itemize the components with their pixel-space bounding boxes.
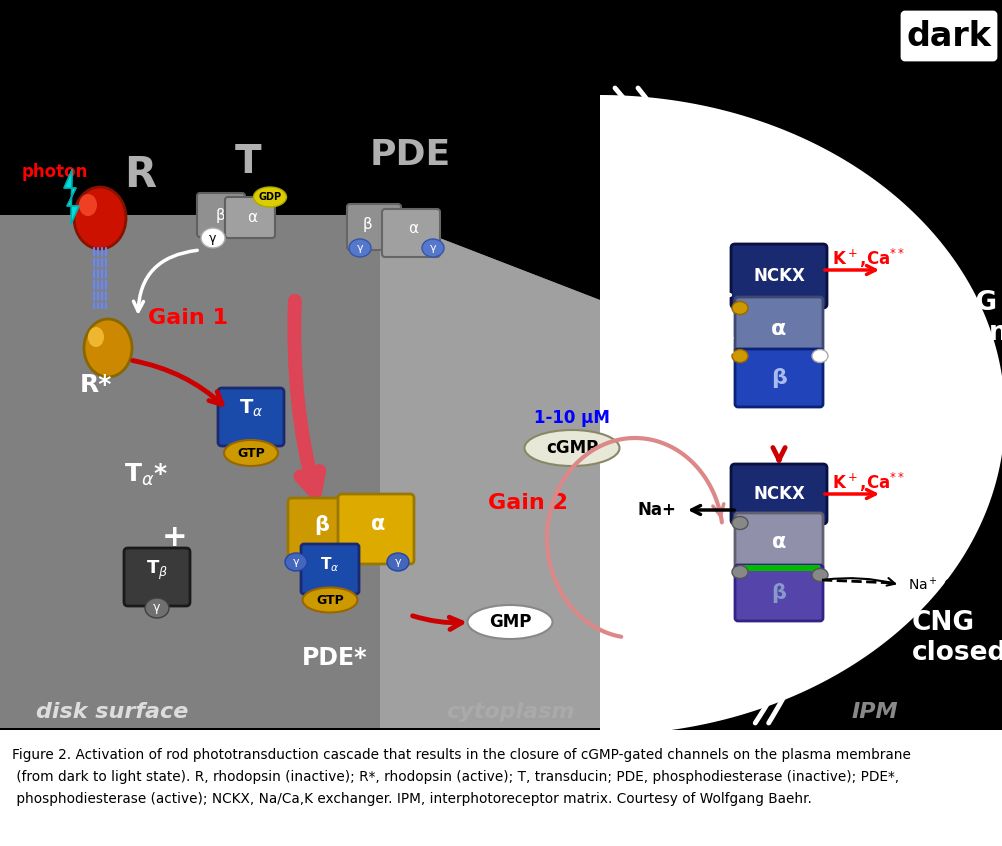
Ellipse shape — [88, 327, 104, 347]
Text: GTP: GTP — [316, 594, 344, 607]
Text: PDE: PDE — [369, 138, 450, 172]
FancyBboxPatch shape — [730, 464, 827, 524]
FancyBboxPatch shape — [734, 349, 823, 407]
Text: 1-10 μM: 1-10 μM — [533, 409, 609, 427]
Text: PDE*: PDE* — [302, 646, 368, 670]
Ellipse shape — [812, 569, 828, 581]
FancyBboxPatch shape — [124, 548, 189, 606]
Text: cytoplasm: cytoplasm — [445, 702, 574, 722]
Text: CNG
closed: CNG closed — [911, 610, 1002, 666]
Text: K$^+$,Ca$^{**}$: K$^+$,Ca$^{**}$ — [832, 470, 905, 493]
Text: Gain 2: Gain 2 — [488, 493, 567, 513]
Text: +: + — [162, 524, 187, 552]
Text: (from dark to light state). R, rhodopsin (inactive); R*, rhodopsin (active); T, : (from dark to light state). R, rhodopsin… — [12, 770, 898, 784]
Text: K$^+$,Ca$^{**}$: K$^+$,Ca$^{**}$ — [832, 246, 905, 270]
Text: γ: γ — [395, 557, 401, 567]
Text: cGMP: cGMP — [545, 439, 597, 457]
Text: γ: γ — [209, 232, 216, 244]
Polygon shape — [0, 215, 599, 728]
Text: α: α — [371, 514, 385, 534]
Polygon shape — [380, 215, 599, 728]
Text: α: α — [408, 221, 418, 235]
Text: β: β — [771, 583, 786, 603]
Text: Gain 1: Gain 1 — [148, 308, 227, 328]
FancyBboxPatch shape — [217, 388, 284, 446]
Text: α: α — [771, 319, 786, 339]
Text: Na+: Na+ — [636, 501, 675, 519]
Text: NCKX: NCKX — [753, 485, 805, 503]
Bar — [0, 0, 1002, 730]
Ellipse shape — [254, 187, 287, 207]
Ellipse shape — [731, 349, 747, 362]
Text: Na$^+$: Na$^+$ — [825, 337, 854, 354]
FancyBboxPatch shape — [347, 204, 401, 250]
Text: NCKX: NCKX — [753, 267, 805, 285]
Text: β: β — [315, 515, 330, 535]
FancyBboxPatch shape — [734, 513, 823, 571]
Text: R: R — [124, 154, 156, 196]
Ellipse shape — [84, 319, 132, 377]
FancyBboxPatch shape — [734, 565, 823, 621]
Text: GTP: GTP — [236, 447, 265, 459]
Ellipse shape — [145, 598, 168, 618]
Text: α: α — [246, 210, 257, 224]
Text: CNG
open: CNG open — [934, 290, 1002, 346]
Ellipse shape — [74, 187, 126, 249]
Text: photon: photon — [22, 163, 88, 181]
FancyBboxPatch shape — [224, 197, 275, 238]
Text: T$_{\alpha}$*: T$_{\alpha}$* — [123, 462, 167, 488]
Text: Figure 2. Activation of rod phototransduction cascade that results in the closur: Figure 2. Activation of rod phototransdu… — [12, 748, 910, 762]
Ellipse shape — [731, 301, 747, 315]
Text: IPM: IPM — [851, 702, 898, 722]
Ellipse shape — [285, 553, 307, 571]
Ellipse shape — [812, 349, 828, 362]
Polygon shape — [599, 95, 1002, 735]
Text: α: α — [772, 532, 786, 552]
Text: β: β — [771, 368, 787, 388]
Text: GDP: GDP — [259, 192, 282, 202]
Text: T$_{\beta}$: T$_{\beta}$ — [146, 558, 168, 581]
Ellipse shape — [303, 587, 357, 613]
Text: Ca$^{2+}$: Ca$^{2+}$ — [825, 353, 860, 371]
Text: dark: dark — [906, 19, 990, 52]
Text: β: β — [215, 207, 225, 222]
Ellipse shape — [524, 430, 619, 466]
Text: γ: γ — [153, 602, 160, 614]
FancyBboxPatch shape — [301, 544, 359, 594]
Ellipse shape — [223, 440, 278, 466]
FancyBboxPatch shape — [338, 494, 414, 564]
FancyBboxPatch shape — [288, 498, 361, 564]
Text: phosphodiesterase (active); NCKX, Na/Ca,K exchanger. IPM, interphotoreceptor mat: phosphodiesterase (active); NCKX, Na/Ca,… — [12, 792, 811, 806]
FancyBboxPatch shape — [196, 193, 244, 237]
Text: Na$^+$,Ca$^{2+}$: Na$^+$,Ca$^{2+}$ — [907, 574, 978, 596]
FancyBboxPatch shape — [901, 12, 995, 60]
Text: T$_{\alpha}$: T$_{\alpha}$ — [320, 556, 340, 574]
Text: γ: γ — [357, 243, 363, 253]
Text: R*: R* — [80, 373, 112, 397]
Ellipse shape — [387, 553, 409, 571]
Ellipse shape — [79, 194, 97, 216]
Text: T: T — [234, 143, 262, 181]
Text: GMP: GMP — [488, 613, 531, 631]
Ellipse shape — [200, 228, 224, 248]
Polygon shape — [64, 170, 79, 224]
FancyBboxPatch shape — [382, 209, 440, 257]
Text: β: β — [363, 217, 373, 232]
Ellipse shape — [467, 605, 552, 639]
Bar — [0, 730, 1002, 846]
Text: Na+: Na+ — [636, 286, 675, 304]
Text: disk surface: disk surface — [36, 702, 188, 722]
Ellipse shape — [422, 239, 444, 257]
Ellipse shape — [731, 565, 747, 579]
FancyBboxPatch shape — [734, 297, 823, 361]
FancyBboxPatch shape — [730, 244, 827, 308]
Text: γ: γ — [293, 557, 299, 567]
Text: γ: γ — [429, 243, 436, 253]
Ellipse shape — [731, 517, 747, 530]
Bar — [739, 565, 820, 571]
Text: T$_{\alpha}$: T$_{\alpha}$ — [238, 398, 263, 419]
Ellipse shape — [349, 239, 371, 257]
